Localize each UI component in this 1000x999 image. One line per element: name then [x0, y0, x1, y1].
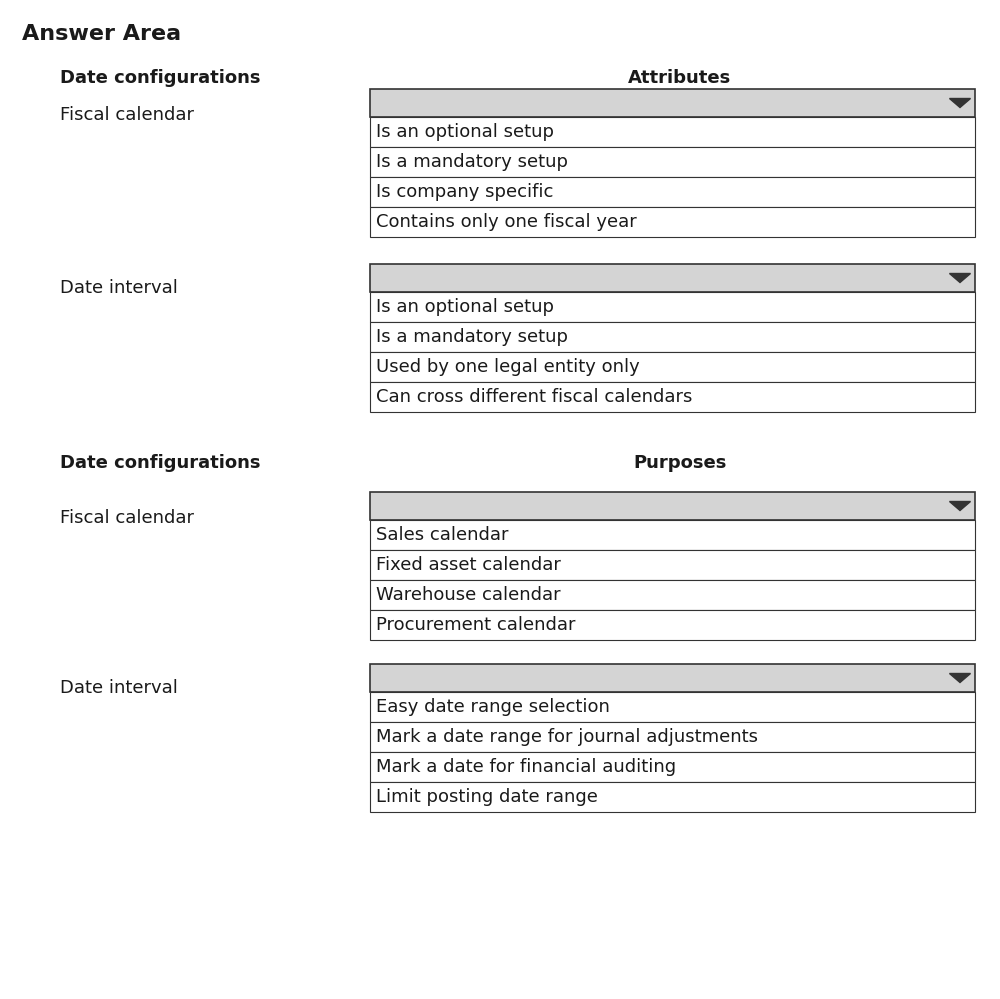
Text: Fixed asset calendar: Fixed asset calendar: [376, 556, 561, 574]
Text: Contains only one fiscal year: Contains only one fiscal year: [376, 213, 637, 231]
Bar: [370, 752, 975, 782]
Polygon shape: [950, 673, 970, 682]
Bar: [370, 550, 975, 580]
Text: Answer Area: Answer Area: [22, 24, 181, 44]
Bar: [370, 692, 975, 722]
Text: Procurement calendar: Procurement calendar: [376, 616, 576, 634]
Bar: [370, 382, 975, 412]
Text: Date configurations: Date configurations: [60, 69, 260, 87]
Text: Limit posting date range: Limit posting date range: [376, 788, 598, 806]
Bar: [370, 117, 975, 147]
Bar: [370, 322, 975, 352]
Text: Date interval: Date interval: [60, 679, 178, 697]
Bar: [370, 580, 975, 610]
Bar: [370, 352, 975, 382]
Bar: [370, 292, 975, 322]
Text: Mark a date range for journal adjustments: Mark a date range for journal adjustment…: [376, 728, 758, 746]
Polygon shape: [950, 501, 970, 510]
Text: Easy date range selection: Easy date range selection: [376, 698, 610, 716]
Text: Used by one legal entity only: Used by one legal entity only: [376, 358, 640, 376]
Text: Attributes: Attributes: [628, 69, 732, 87]
Bar: [370, 520, 975, 550]
Text: Is a mandatory setup: Is a mandatory setup: [376, 328, 568, 346]
Bar: [370, 722, 975, 752]
Bar: [370, 264, 975, 292]
Text: Sales calendar: Sales calendar: [376, 526, 509, 544]
Bar: [370, 89, 975, 117]
Bar: [370, 177, 975, 207]
Polygon shape: [950, 99, 970, 108]
Text: Is a mandatory setup: Is a mandatory setup: [376, 153, 568, 171]
Text: Mark a date for financial auditing: Mark a date for financial auditing: [376, 758, 676, 776]
Text: Is an optional setup: Is an optional setup: [376, 123, 554, 141]
Bar: [370, 147, 975, 177]
Text: Date configurations: Date configurations: [60, 454, 260, 472]
Text: Fiscal calendar: Fiscal calendar: [60, 106, 194, 124]
Text: Can cross different fiscal calendars: Can cross different fiscal calendars: [376, 388, 692, 406]
Bar: [370, 664, 975, 692]
Text: Fiscal calendar: Fiscal calendar: [60, 509, 194, 527]
Text: Warehouse calendar: Warehouse calendar: [376, 586, 561, 604]
Text: Purposes: Purposes: [633, 454, 727, 472]
Bar: [370, 610, 975, 640]
Text: Is an optional setup: Is an optional setup: [376, 298, 554, 316]
Bar: [370, 782, 975, 812]
Text: Date interval: Date interval: [60, 279, 178, 297]
Bar: [370, 492, 975, 520]
Text: Is company specific: Is company specific: [376, 183, 553, 201]
Bar: [370, 207, 975, 237]
Polygon shape: [950, 274, 970, 283]
